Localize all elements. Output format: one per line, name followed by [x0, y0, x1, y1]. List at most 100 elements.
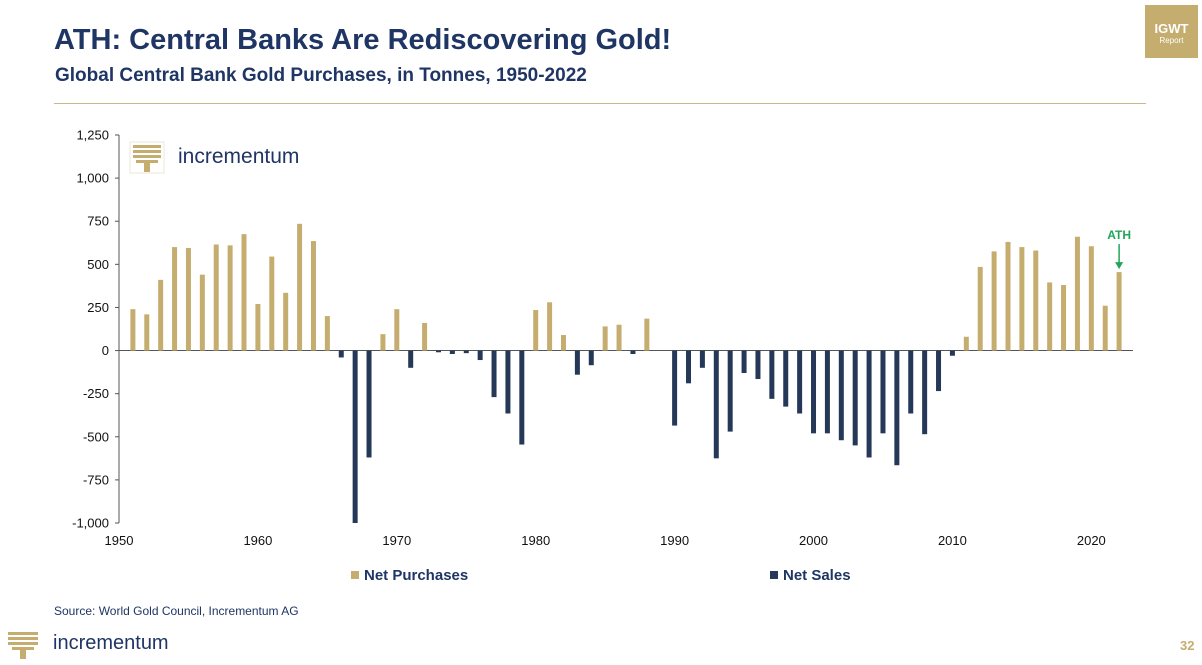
- bar-net-purchase: [602, 326, 608, 351]
- bar-net-purchase: [963, 336, 969, 351]
- bar-net-sale: [574, 350, 580, 375]
- bar-net-sale: [824, 350, 830, 434]
- bar-net-sale: [741, 350, 747, 373]
- y-tick-label: 750: [87, 214, 109, 229]
- bar-net-sale: [880, 350, 886, 434]
- bar-net-sale: [894, 350, 900, 466]
- bar-net-purchase: [394, 309, 400, 351]
- bar-net-purchase: [227, 245, 233, 351]
- bar-net-sale: [769, 350, 775, 399]
- bar-net-purchase: [1019, 247, 1025, 351]
- legend-net-sales: Net Sales: [770, 567, 851, 584]
- bar-net-purchase: [144, 314, 150, 351]
- tree-icon-shape: [133, 145, 161, 172]
- y-tick-label: 1,250: [76, 128, 109, 143]
- chart-logo: incrementum: [129, 141, 299, 174]
- bar-net-sale: [713, 350, 719, 459]
- bar-net-purchase: [644, 318, 650, 351]
- footer-tree-icon: [8, 632, 38, 659]
- bar-net-sale: [686, 350, 692, 384]
- ath-label: ATH: [1107, 228, 1131, 242]
- bar-net-purchase: [283, 292, 289, 351]
- bar-net-purchase: [547, 302, 553, 351]
- bar-net-purchase: [241, 234, 247, 351]
- x-tick-label: 2000: [799, 533, 828, 548]
- y-tick-label: 0: [102, 343, 109, 358]
- ath-arrow-head: [1115, 262, 1124, 270]
- legend-swatch-purchases: [351, 571, 359, 579]
- bar-net-sale: [866, 350, 872, 458]
- badge-title: IGWT: [1154, 21, 1189, 36]
- bar-net-sale: [672, 350, 678, 426]
- bar-net-purchase: [1102, 305, 1108, 351]
- bar-net-sale: [449, 350, 455, 355]
- x-tick-label: 2020: [1077, 533, 1106, 548]
- bar-net-purchase: [185, 247, 191, 351]
- bar-net-purchase: [1033, 250, 1039, 351]
- bar-net-sale: [755, 350, 761, 380]
- bar-net-sale: [505, 350, 511, 414]
- bar-net-purchase: [255, 304, 261, 351]
- y-tick-label: 500: [87, 257, 109, 272]
- bar-net-sale: [838, 350, 844, 441]
- legend-label-sales: Net Sales: [783, 567, 851, 584]
- x-tick-label: 1980: [521, 533, 550, 548]
- bar-net-purchase: [199, 274, 205, 351]
- bar-net-sale: [811, 350, 817, 434]
- legend-net-purchases: Net Purchases: [351, 567, 468, 584]
- bar-net-sale: [477, 350, 483, 361]
- bar-net-purchase: [269, 256, 275, 351]
- bar-net-sale: [936, 350, 942, 392]
- bar-net-sale: [727, 350, 733, 432]
- bar-net-purchase: [297, 223, 303, 351]
- bar-net-sale: [852, 350, 858, 446]
- bar-net-purchase: [324, 316, 330, 351]
- x-tick-label: 1990: [660, 533, 689, 548]
- bar-net-sale: [435, 350, 441, 353]
- bar-net-sale: [491, 350, 497, 398]
- bar-net-purchase: [977, 266, 983, 351]
- bar-net-sale: [797, 350, 803, 414]
- chart-bars: [130, 223, 1122, 523]
- bar-net-purchase: [991, 251, 997, 351]
- x-tick-label: 1950: [105, 533, 134, 548]
- bar-net-sale: [366, 350, 372, 458]
- bar-net-purchase: [1005, 241, 1011, 351]
- legend-swatch-sales: [770, 571, 778, 579]
- chart-axes: 1,250 1,000 750 500 250 0 -250 -500 -750 -1,000 19…: [72, 128, 1133, 548]
- page-title: ATH: Central Banks Are Rediscovering Gol…: [54, 24, 672, 56]
- y-tick-label: -500: [83, 429, 109, 444]
- x-tick-label: 1970: [382, 533, 411, 548]
- y-tick-label: -250: [83, 386, 109, 401]
- bar-net-sale: [352, 350, 358, 523]
- bar-net-purchase: [533, 310, 539, 351]
- bar-net-sale: [922, 350, 928, 435]
- bar-net-purchase: [158, 279, 164, 351]
- y-tick-label: 1,000: [76, 171, 109, 186]
- bar-net-purchase: [1074, 236, 1080, 351]
- bar-net-sale: [699, 350, 705, 368]
- x-tick-label: 1960: [243, 533, 272, 548]
- footer-logo-text: incrementum: [53, 632, 169, 654]
- bar-net-purchase: [616, 324, 622, 351]
- ath-annotation: ATH: [1107, 228, 1131, 270]
- legend-label-purchases: Net Purchases: [364, 567, 469, 584]
- y-tick-label: -1,000: [72, 516, 109, 531]
- bar-net-sale: [630, 350, 636, 355]
- igwt-badge: IGWT Report: [1145, 5, 1198, 58]
- page-subtitle: Global Central Bank Gold Purchases, in T…: [55, 65, 587, 86]
- bar-net-sale: [519, 350, 525, 445]
- source-note: Source: World Gold Council, Incrementum …: [54, 604, 299, 618]
- x-tick-label: 2010: [938, 533, 967, 548]
- bar-net-sale: [908, 350, 914, 414]
- badge-subtitle: Report: [1159, 36, 1184, 45]
- bar-net-sale: [408, 350, 414, 368]
- bar-net-purchase: [1047, 282, 1053, 351]
- bar-net-purchase: [213, 244, 219, 351]
- bar-net-purchase: [130, 309, 136, 351]
- bar-net-sale: [949, 350, 955, 356]
- bar-net-sale: [588, 350, 594, 366]
- bar-net-purchase: [422, 322, 428, 351]
- title-divider: [54, 103, 1146, 104]
